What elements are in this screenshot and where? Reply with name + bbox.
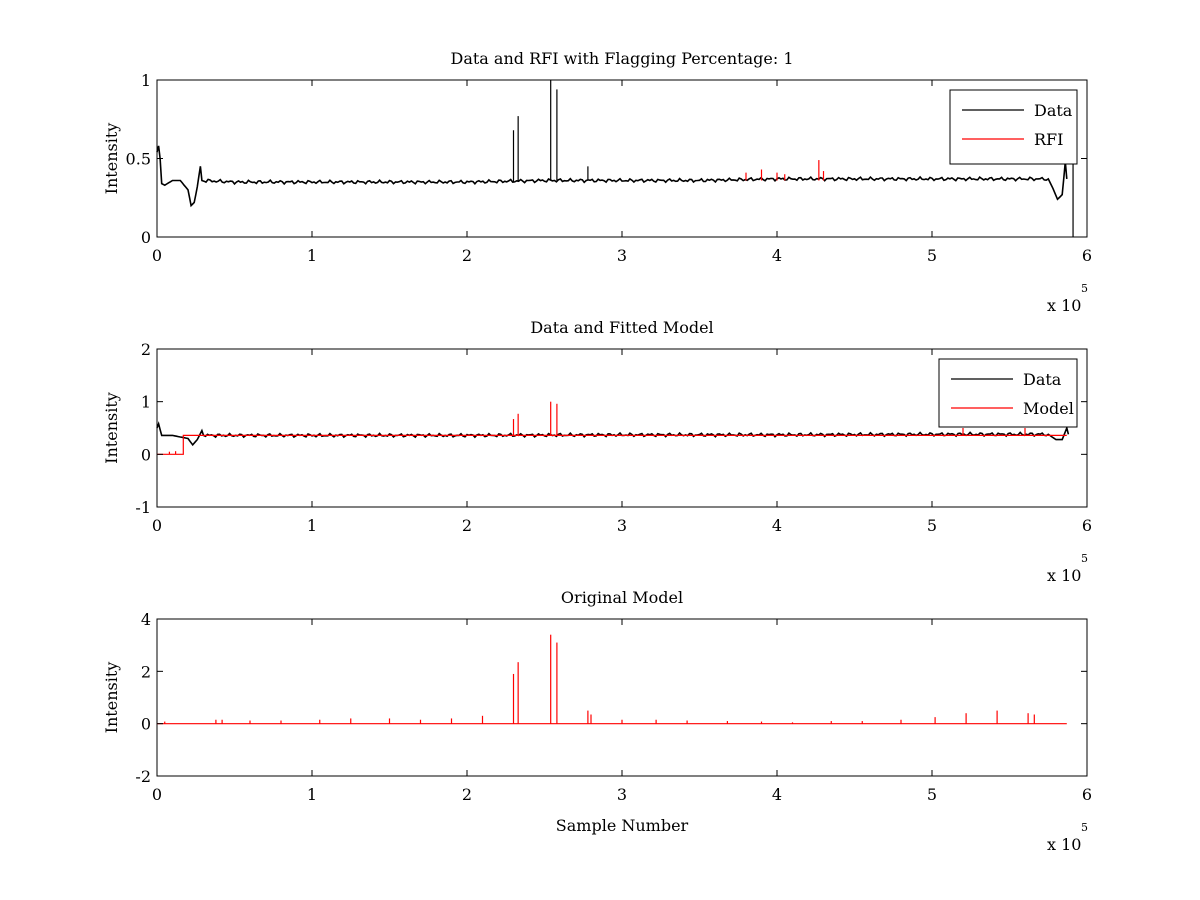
plot-area <box>156 348 1088 508</box>
x-tick-label: 4 <box>772 785 782 804</box>
x-scale-label: x 10 <box>1047 835 1081 854</box>
x-tick-label: 1 <box>307 785 317 804</box>
plot-area <box>156 79 1088 238</box>
legend: Data RFI <box>949 89 1078 165</box>
series-line1 <box>157 634 1067 725</box>
y-tick-label: 4 <box>141 610 151 629</box>
x-tick-label: 0 <box>152 246 162 265</box>
x-scale-power: 5 <box>1081 282 1088 295</box>
x-tick-label: 6 <box>1082 246 1092 265</box>
y-axis-label: Intensity <box>102 392 121 464</box>
y-tick-label: 2 <box>141 662 151 681</box>
x-scale-label: x 10 <box>1047 296 1081 315</box>
y-tick-label: 2 <box>141 340 151 359</box>
x-scale-label: x 10 <box>1047 566 1081 585</box>
legend-label: RFI <box>1034 130 1063 149</box>
x-tick-label: 5 <box>927 785 937 804</box>
x-tick-label: 4 <box>772 246 782 265</box>
x-tick-label: 0 <box>152 785 162 804</box>
x-tick-label: 3 <box>617 516 627 535</box>
chart-title: Data and Fitted Model <box>530 318 713 337</box>
series-line <box>157 434 1067 455</box>
series-line <box>156 145 1068 208</box>
y-tick-label: 1 <box>141 71 151 90</box>
y-tick-label: 0 <box>141 228 151 247</box>
legend-label: Model <box>1023 399 1074 418</box>
x-scale-power: 5 <box>1081 821 1088 834</box>
y-axis-label: Intensity <box>102 123 121 195</box>
x-tick-label: 3 <box>617 785 627 804</box>
x-tick-label: 1 <box>307 516 317 535</box>
legend-box <box>938 358 1078 428</box>
series-model <box>157 401 1067 455</box>
chart-title: Data and RFI with Flagging Percentage: 1 <box>450 49 793 68</box>
series-data <box>156 80 1074 237</box>
legend-label: Data <box>1023 370 1062 389</box>
y-tick-label: -1 <box>135 498 151 517</box>
x-tick-label: 5 <box>927 246 937 265</box>
x-scale-power: 5 <box>1081 552 1088 565</box>
legend-label: Data <box>1034 101 1073 120</box>
x-tick-label: 4 <box>772 516 782 535</box>
x-tick-label: 6 <box>1082 516 1092 535</box>
x-tick-label: 6 <box>1082 785 1092 804</box>
x-tick-label: 0 <box>152 516 162 535</box>
x-tick-label: 2 <box>462 246 472 265</box>
legend-box <box>949 89 1078 165</box>
x-tick-label: 3 <box>617 246 627 265</box>
plot-area <box>156 618 1088 777</box>
y-axis-label: Intensity <box>102 662 121 734</box>
legend: Data Model <box>938 358 1078 428</box>
y-tick-label: 0.5 <box>126 150 151 169</box>
y-tick-label: 1 <box>141 393 151 412</box>
x-tick-label: 1 <box>307 246 317 265</box>
chart-panel-1: 0 1 2 3 4 5 6 0 0.5 1 Data and RFI with Flagging P… <box>102 49 1092 315</box>
y-tick-label: 0 <box>141 715 151 734</box>
chart-title: Original Model <box>561 588 683 607</box>
y-tick-label: 0 <box>141 445 151 464</box>
series-rfi <box>745 160 825 181</box>
x-tick-label: 2 <box>462 785 472 804</box>
x-tick-label: 5 <box>927 516 937 535</box>
x-tick-label: 2 <box>462 516 472 535</box>
x-axis-label: Sample Number <box>556 816 689 835</box>
y-tick-label: -2 <box>135 767 151 786</box>
